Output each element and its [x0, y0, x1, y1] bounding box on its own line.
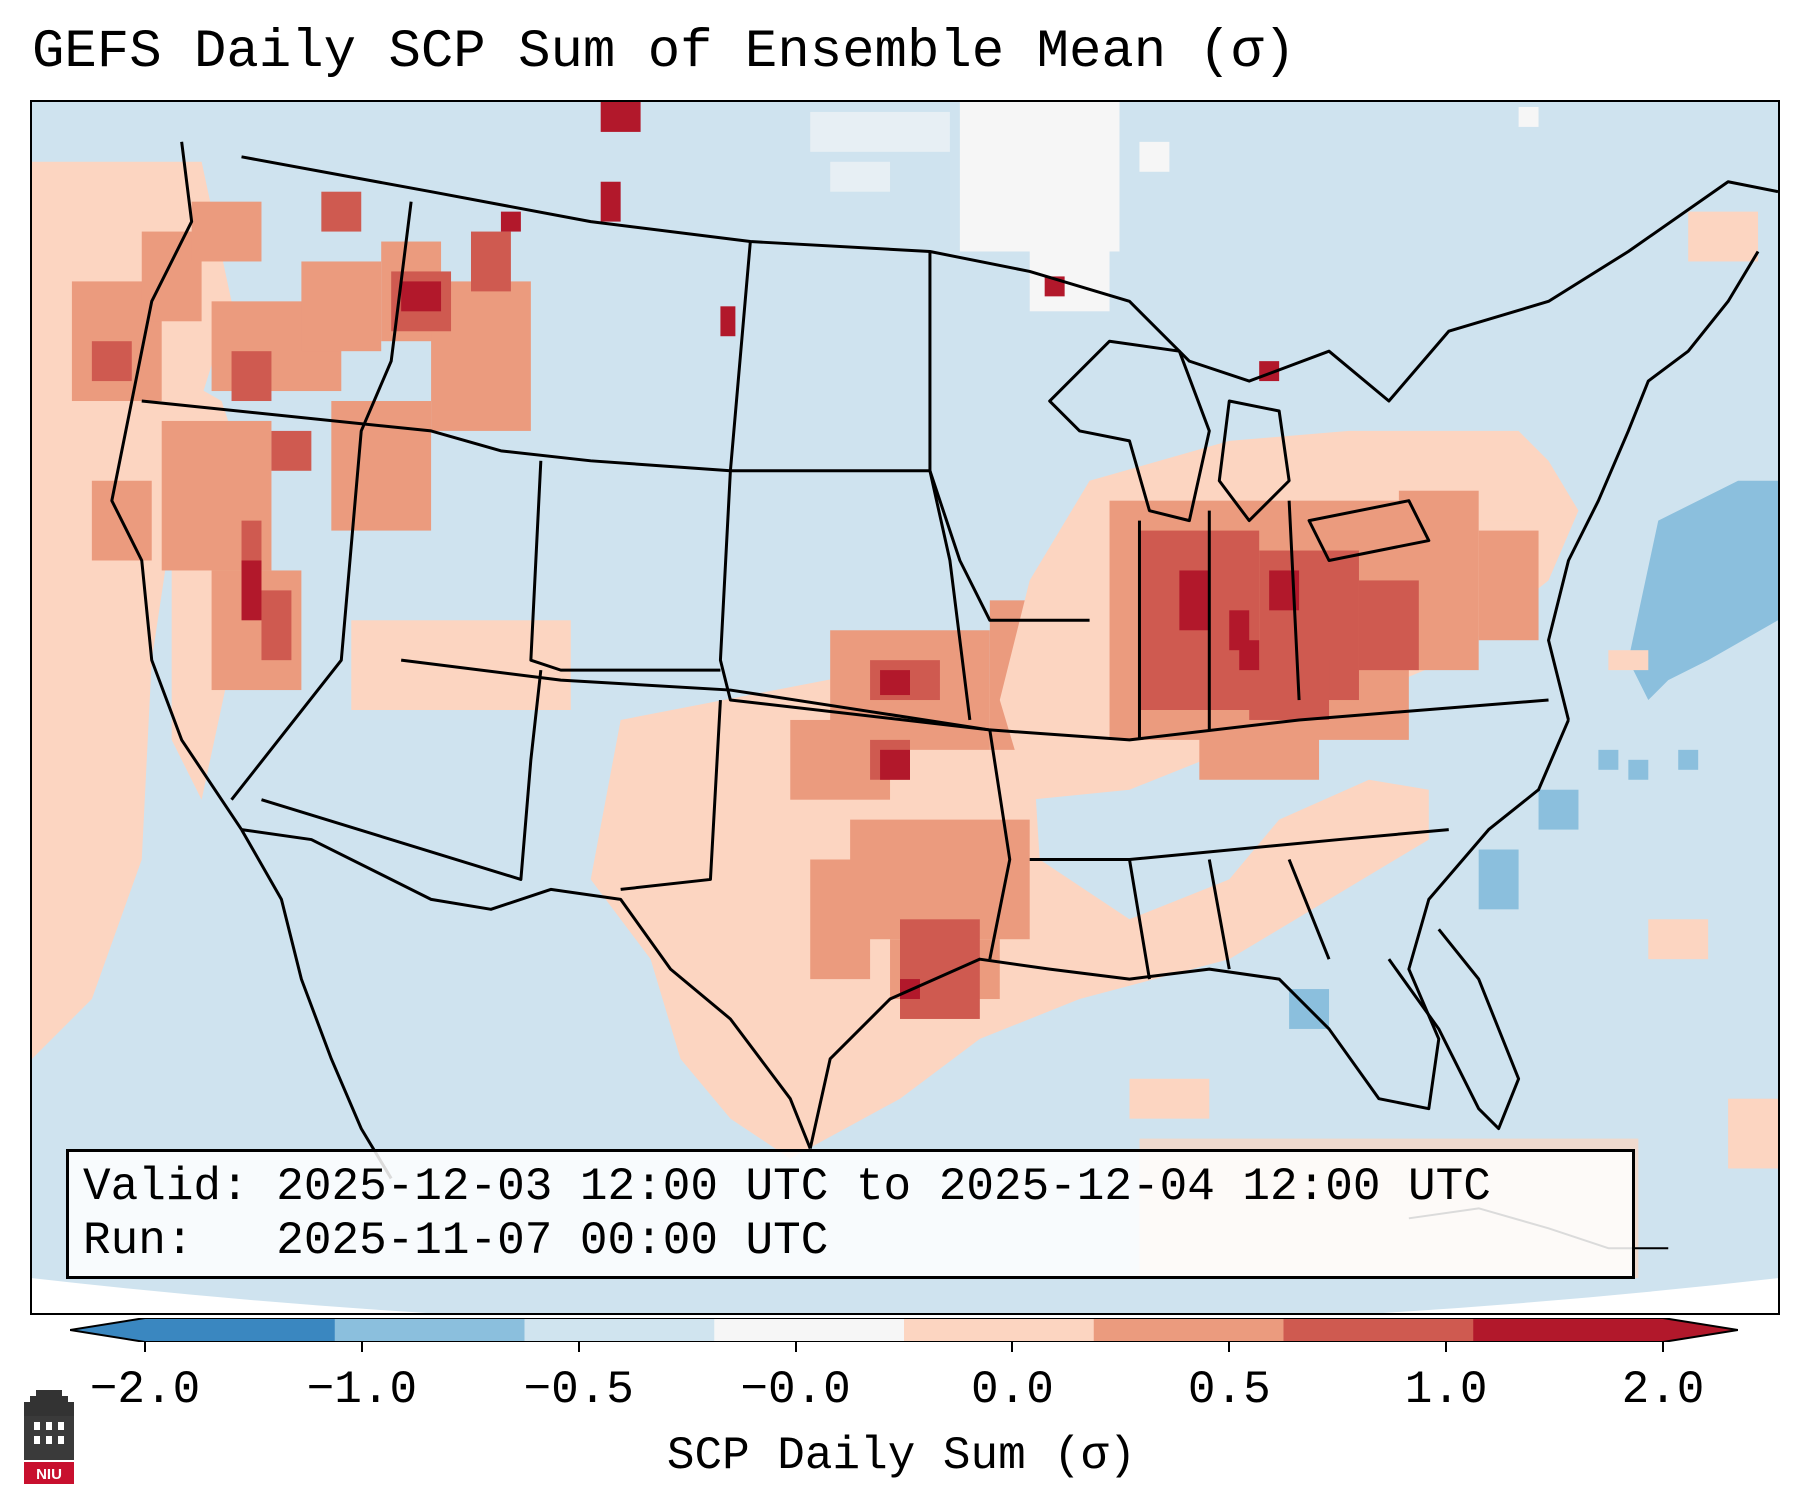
state-line-6: [928, 251, 1090, 622]
colorbar: [70, 1318, 1738, 1342]
colorbar-tick-label: −0.0: [740, 1364, 851, 1416]
logo-text: NIU: [36, 1466, 62, 1483]
colorbar-tick-label: 1.0: [1404, 1364, 1488, 1416]
valid-label: Valid:: [83, 1161, 249, 1213]
baja-california: [240, 828, 393, 1180]
state-line-10: [1029, 500, 1449, 980]
map-panel: [30, 100, 1780, 1315]
colorbar-tick-label: −1.0: [306, 1364, 418, 1416]
us-canada-border: [241, 155, 1778, 403]
southern-plains-extreme: [880, 670, 920, 1000]
near-zero-patches: [810, 102, 1539, 312]
colorbar-segment: [714, 1318, 905, 1342]
colorbar-extend-low: [70, 1318, 145, 1342]
great-lakes: [1048, 339, 1431, 562]
state-line-2: [230, 201, 413, 801]
colorbar-segment: [1093, 1318, 1284, 1342]
us-mexico-border: [241, 828, 812, 1150]
page-title: GEFS Daily SCP Sum of Ensemble Mean (σ): [32, 22, 1296, 83]
colorbar-tick-mark: [360, 1342, 363, 1352]
colorbar-tick-label: 0.0: [971, 1364, 1054, 1416]
colorbar-tick-mark: [1011, 1342, 1014, 1352]
colorbar-segment: [904, 1318, 1095, 1342]
state-line-7: [400, 658, 1549, 742]
state-line-9: [620, 699, 722, 891]
northwest-strong-cells: [91, 191, 511, 661]
colorbar-tick-label: 2.0: [1621, 1364, 1705, 1416]
colorbar-tick-mark: [577, 1342, 580, 1352]
colorbar-tick-mark: [144, 1342, 146, 1352]
colorbar-label: SCP Daily Sum (σ): [666, 1430, 1137, 1482]
colorbar-tick-mark: [1662, 1342, 1664, 1352]
state-line-4: [529, 460, 721, 672]
colorbar-tick-mark: [794, 1342, 797, 1352]
state-line-3: [718, 470, 1012, 960]
scp-map: [32, 102, 1778, 1313]
colorbar-svg: [70, 1318, 1738, 1342]
colorbar-extend-high: [1663, 1318, 1738, 1342]
colorbar-tick-mark: [1228, 1342, 1231, 1352]
university-tower-icon: NIU: [24, 1390, 74, 1484]
colorbar-tick-label: 0.5: [1187, 1364, 1271, 1416]
east-coast: [1547, 250, 1760, 721]
colorbar-segment: [1473, 1318, 1664, 1342]
projection-edge: [32, 1278, 1778, 1313]
colorbar-tick-label: −2.0: [89, 1364, 201, 1416]
colorbar-tick-label: −0.5: [523, 1364, 634, 1416]
colorbar-segment: [1283, 1318, 1474, 1342]
west-coast: [110, 141, 243, 831]
valid-run-info-box: Valid: 2025-12-03 12:00 UTC to 2025-12-0…: [66, 1149, 1635, 1279]
state-line-1: [141, 399, 731, 473]
state-line-8: [261, 669, 543, 881]
niu-logo: NIU: [20, 1388, 78, 1486]
valid-value: 2025-12-03 12:00 UTC to 2025-12-04 12:00…: [276, 1161, 1491, 1213]
northwest-extreme-cells: [241, 102, 1065, 621]
gulf-coast: [808, 719, 1570, 1149]
florida: [1387, 928, 1521, 1131]
colorbar-segment: [334, 1318, 525, 1342]
run-label: Run:: [83, 1215, 194, 1267]
colorbar-segment: [524, 1318, 715, 1342]
run-value: 2025-11-07 00:00 UTC: [276, 1215, 829, 1267]
boundaries: [110, 141, 1778, 1250]
colorbar-segment: [145, 1318, 336, 1342]
colorbar-tick-mark: [1445, 1342, 1448, 1352]
